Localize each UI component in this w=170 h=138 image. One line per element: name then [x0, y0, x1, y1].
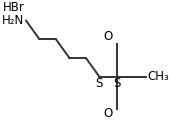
Text: S: S [114, 77, 121, 90]
Text: O: O [104, 108, 113, 120]
Text: H₂N: H₂N [2, 14, 24, 27]
Text: HBr: HBr [3, 1, 24, 14]
Text: O: O [104, 30, 113, 43]
Text: CH₃: CH₃ [147, 70, 169, 83]
Text: S: S [96, 77, 103, 90]
